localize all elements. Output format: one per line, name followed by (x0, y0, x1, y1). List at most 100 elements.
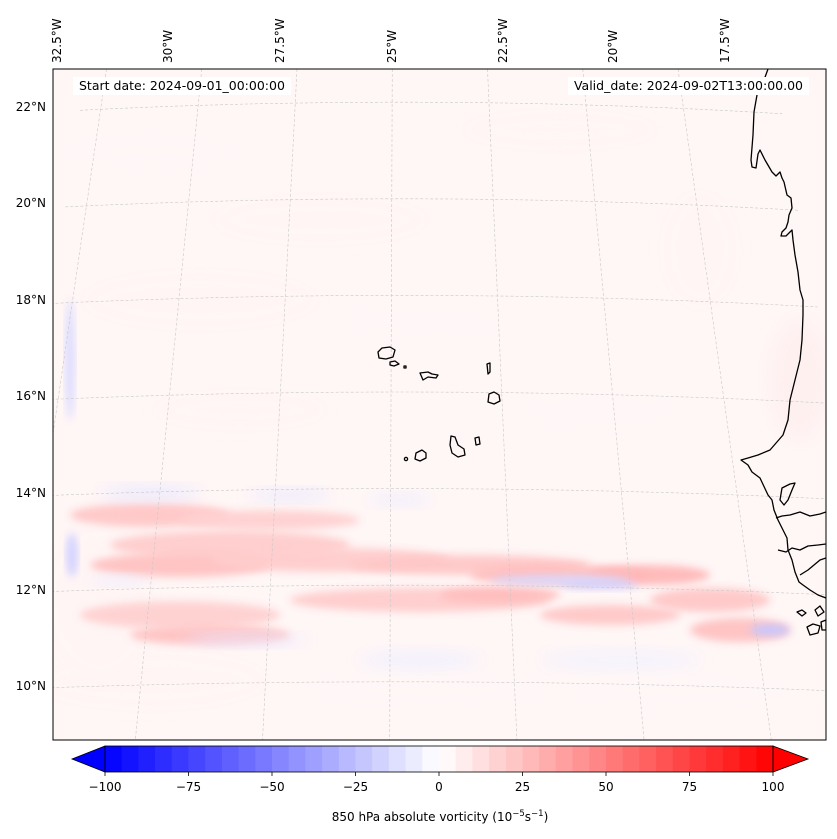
vorticity-contour (80, 601, 280, 629)
colorbar-bin (489, 746, 507, 772)
parallel-gridline (53, 584, 826, 595)
colorbar-tick-label: −100 (89, 780, 122, 794)
valid-date-text: Valid_date: 2024-09-02T13:00:00.00 (573, 78, 803, 93)
colorbar-bin (756, 746, 774, 772)
longitude-tick-label: 32.5°W (50, 18, 64, 63)
vorticity-contour (66, 533, 78, 577)
vorticity-contour (770, 320, 826, 440)
colorbar-bin (338, 746, 357, 772)
colorbar (70, 745, 810, 773)
longitude-tick-label: 25°W (385, 30, 399, 63)
colorbar-bin (439, 746, 457, 772)
vorticity-contour (310, 670, 550, 710)
colorbar-tick-label: 100 (762, 780, 785, 794)
island-santo-antao (377, 346, 396, 360)
vorticity-contour (180, 510, 360, 530)
colorbar-bin (606, 746, 624, 772)
colorbar-bin (455, 746, 473, 772)
valid-date-annotation: Valid_date: 2024-09-02T13:00:00.00 (567, 77, 809, 95)
island-bijagos-4 (820, 619, 826, 631)
vorticity-contour (340, 305, 500, 335)
island-sao-nicolau (419, 371, 439, 381)
coastline-senegal-south (775, 511, 826, 519)
island-brava (403, 456, 409, 462)
colorbar-tick-label: 0 (435, 780, 443, 794)
vorticity-contour (100, 487, 200, 499)
latitude-tick-label: 16°N (16, 389, 46, 403)
colorbar-bin (255, 746, 273, 772)
colorbar-bin (105, 746, 123, 772)
latitude-tick-label: 20°N (16, 196, 46, 210)
colorbar-bin (672, 746, 691, 772)
parallel-gridline (80, 101, 783, 114)
map-panel (52, 68, 827, 741)
longitude-labels: 32.5°W 30°W 27.5°W 25°W 22.5°W 20°W 17.5°W (50, 18, 732, 63)
map-frame (52, 68, 827, 741)
colorbar-bin (322, 746, 340, 772)
coastline-bissagos (799, 557, 826, 576)
vorticity-contour (660, 190, 740, 310)
vorticity-contour (650, 588, 770, 612)
vorticity-contour (60, 130, 240, 170)
longitude-tick-label: 27.5°W (273, 18, 287, 63)
colorbar-bin (656, 746, 674, 772)
meridian-gridline (677, 69, 772, 740)
parallel-gridline (53, 488, 826, 500)
vorticity-contour (460, 110, 660, 150)
vorticity-contour (560, 581, 640, 589)
island-bijagos-1 (796, 609, 807, 617)
colorbar-bin (722, 746, 741, 772)
latitude-tick-label: 10°N (16, 679, 46, 693)
colorbar-label: 850 hPa absolute vorticity (10−5s−1) (332, 809, 549, 824)
parallel-gridline (53, 681, 826, 691)
coastline-casamance (777, 543, 826, 553)
colorbar-bin (572, 746, 590, 772)
latitude-labels: 22°N 20°N 18°N 16°N 14°N 12°N 10°N (16, 100, 46, 693)
colorbar-tick-label: 50 (598, 780, 613, 794)
colorbar-bin (472, 746, 490, 772)
meridian-gridline (582, 69, 645, 740)
colorbar-bin (288, 746, 306, 772)
colorbar-bin (155, 746, 173, 772)
colorbar-bin (589, 746, 607, 772)
colorbar-bin (221, 746, 240, 772)
colorbar-bin (539, 746, 557, 772)
colorbar-bin (372, 746, 390, 772)
vorticity-contour (250, 490, 330, 500)
vorticity-contour (80, 270, 320, 330)
meridian-gridline (389, 69, 393, 740)
colorbar-bin (205, 746, 223, 772)
island-santiago (449, 435, 466, 458)
meridian-gridline (487, 69, 518, 740)
colorbar-extend-min (70, 745, 106, 773)
colorbar-bin (138, 746, 156, 772)
island-sal (486, 362, 491, 375)
colorbar-bin (238, 746, 256, 772)
gridlines (53, 69, 826, 740)
colorbar-tick-label: 75 (682, 780, 697, 794)
longitude-tick-label: 22.5°W (496, 18, 510, 63)
parallel-gridline (53, 391, 826, 404)
island-santa-luzia (403, 365, 407, 369)
island-sao-vicente (389, 360, 400, 367)
colorbar-bin (305, 746, 323, 772)
island-fogo (414, 449, 427, 462)
colorbar-bin (555, 746, 574, 772)
colorbar-tick-label: −25 (343, 780, 368, 794)
island-bijagos-3 (806, 623, 821, 636)
parallel-gridline (53, 295, 818, 308)
colorbar-bin (706, 746, 724, 772)
vorticity-contour (185, 635, 305, 645)
parallel-gridline (65, 198, 800, 211)
coastline-africa (740, 69, 826, 599)
island-boa-vista (487, 391, 501, 405)
vorticity-contour (570, 670, 790, 710)
colorbar-bin (188, 746, 206, 772)
vorticity-contour (440, 587, 560, 603)
island-maio (474, 436, 481, 446)
latitude-tick-label: 14°N (16, 486, 46, 500)
colorbar-bin (405, 746, 423, 772)
longitude-tick-label: 20°W (606, 30, 620, 63)
colorbar-bin (739, 746, 757, 772)
